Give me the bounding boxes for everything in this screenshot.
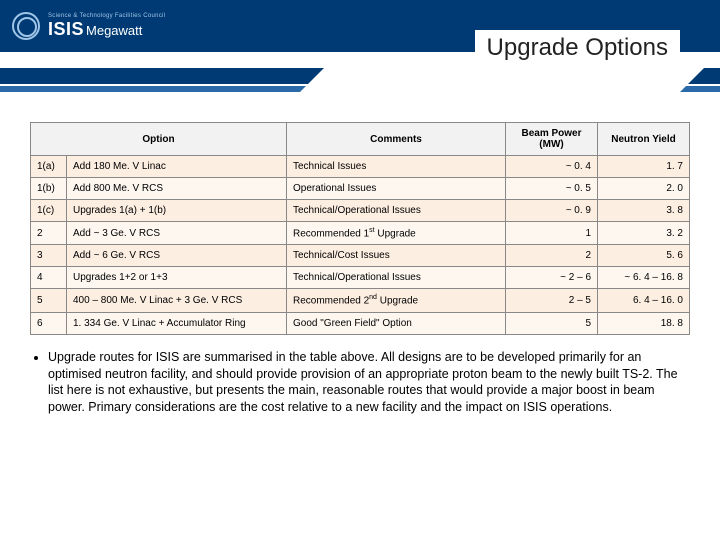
cell-comments: Technical/Cost Issues bbox=[287, 245, 506, 267]
cell-neutron-yield: 1. 7 bbox=[598, 156, 690, 178]
cell-neutron-yield: 2. 0 bbox=[598, 178, 690, 200]
cell-option: Add 800 Me. V RCS bbox=[67, 178, 287, 200]
cell-comments: Technical/Operational Issues bbox=[287, 267, 506, 289]
table-header-row: Option Comments Beam Power (MW) Neutron … bbox=[31, 123, 690, 156]
logo-isis-text: ISIS bbox=[48, 19, 84, 39]
bullet-item: Upgrade routes for ISIS are summarised i… bbox=[48, 349, 690, 417]
cell-id: 1(a) bbox=[31, 156, 67, 178]
cell-neutron-yield: 5. 6 bbox=[598, 245, 690, 267]
cell-id: 3 bbox=[31, 245, 67, 267]
cell-option: Add 180 Me. V Linac bbox=[67, 156, 287, 178]
cell-comments: Good "Green Field" Option bbox=[287, 312, 506, 334]
page-title: Upgrade Options bbox=[475, 30, 680, 66]
logo: Science & Technology Facilities Council … bbox=[12, 12, 165, 40]
cell-id: 4 bbox=[31, 267, 67, 289]
cell-id: 2 bbox=[31, 222, 67, 245]
cell-option: Upgrades 1+2 or 1+3 bbox=[67, 267, 287, 289]
cell-option: Add ~ 3 Ge. V RCS bbox=[67, 222, 287, 245]
table-container: Option Comments Beam Power (MW) Neutron … bbox=[0, 114, 720, 335]
cell-id: 1(b) bbox=[31, 178, 67, 200]
cell-comments: Operational Issues bbox=[287, 178, 506, 200]
cell-beam-power: 5 bbox=[506, 312, 598, 334]
cell-beam-power: ~ 2 – 6 bbox=[506, 267, 598, 289]
cell-option: Upgrades 1(a) + 1(b) bbox=[67, 200, 287, 222]
cell-neutron-yield: 6. 4 – 16. 0 bbox=[598, 289, 690, 312]
cell-comments: Recommended 1st Upgrade bbox=[287, 222, 506, 245]
table-row: 2Add ~ 3 Ge. V RCSRecommended 1st Upgrad… bbox=[31, 222, 690, 245]
cell-neutron-yield: ~ 6. 4 – 16. 8 bbox=[598, 267, 690, 289]
cell-id: 6 bbox=[31, 312, 67, 334]
cell-beam-power: ~ 0. 9 bbox=[506, 200, 598, 222]
cell-neutron-yield: 3. 2 bbox=[598, 222, 690, 245]
logo-megawatt-text: Megawatt bbox=[86, 23, 142, 38]
cell-beam-power: 1 bbox=[506, 222, 598, 245]
header-neutron-yield: Neutron Yield bbox=[598, 123, 690, 156]
cell-beam-power: 2 – 5 bbox=[506, 289, 598, 312]
cell-comments: Recommended 2nd Upgrade bbox=[287, 289, 506, 312]
header-beam-power: Beam Power (MW) bbox=[506, 123, 598, 156]
cell-beam-power: ~ 0. 4 bbox=[506, 156, 598, 178]
table-row: 1(c)Upgrades 1(a) + 1(b)Technical/Operat… bbox=[31, 200, 690, 222]
table-row: 61. 334 Ge. V Linac + Accumulator RingGo… bbox=[31, 312, 690, 334]
header-comments: Comments bbox=[287, 123, 506, 156]
table-row: 4Upgrades 1+2 or 1+3Technical/Operationa… bbox=[31, 267, 690, 289]
cell-id: 1(c) bbox=[31, 200, 67, 222]
cell-option: 400 – 800 Me. V Linac + 3 Ge. V RCS bbox=[67, 289, 287, 312]
cell-id: 5 bbox=[31, 289, 67, 312]
cell-neutron-yield: 3. 8 bbox=[598, 200, 690, 222]
logo-icon bbox=[12, 12, 40, 40]
cell-comments: Technical/Operational Issues bbox=[287, 200, 506, 222]
cell-comments: Technical Issues bbox=[287, 156, 506, 178]
upgrade-options-table: Option Comments Beam Power (MW) Neutron … bbox=[30, 122, 690, 335]
description-text: Upgrade routes for ISIS are summarised i… bbox=[0, 335, 720, 417]
cell-neutron-yield: 18. 8 bbox=[598, 312, 690, 334]
cell-option: Add ~ 6 Ge. V RCS bbox=[67, 245, 287, 267]
table-row: 1(b)Add 800 Me. V RCSOperational Issues~… bbox=[31, 178, 690, 200]
header-option: Option bbox=[31, 123, 287, 156]
cell-option: 1. 334 Ge. V Linac + Accumulator Ring bbox=[67, 312, 287, 334]
table-row: 5400 – 800 Me. V Linac + 3 Ge. V RCSReco… bbox=[31, 289, 690, 312]
cell-beam-power: ~ 0. 5 bbox=[506, 178, 598, 200]
cell-beam-power: 2 bbox=[506, 245, 598, 267]
table-row: 3Add ~ 6 Ge. V RCSTechnical/Cost Issues2… bbox=[31, 245, 690, 267]
table-row: 1(a)Add 180 Me. V LinacTechnical Issues~… bbox=[31, 156, 690, 178]
